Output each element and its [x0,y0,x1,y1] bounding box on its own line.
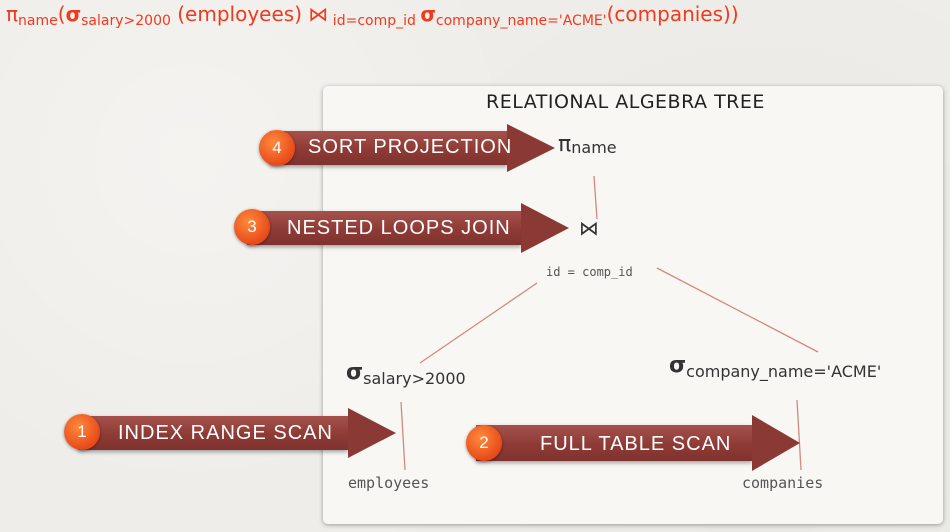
step-label-1: INDEX RANGE SCAN [118,422,333,444]
join-node: ⋈ [579,216,599,240]
formula-join: ⋈ [308,2,329,26]
join-condition: id = comp_id [546,265,633,279]
select-left-symbol: σ [346,360,364,385]
formula-selection-1: salary>2000 [81,13,171,29]
select-left-node: σsalary>2000 [346,360,466,388]
panel-title: RELATIONAL ALGEBRA TREE [486,91,765,113]
formula-sigma-1: σ [65,2,82,26]
projection-node: πname [558,132,617,157]
step-arrow-sort-projection: SORT PROJECTION [270,124,555,172]
select-right-symbol: σ [669,353,687,378]
select-right-predicate: company_name='ACME' [686,362,882,381]
step-badge-3: 3 [234,209,270,245]
leaf-companies: companies [742,474,824,492]
select-left-predicate: salary>2000 [363,369,466,388]
relational-algebra-formula: πname(σsalary>2000 (employees) ⋈ id=comp… [6,2,739,29]
projection-attr: name [571,138,617,157]
formula-relation-2: (companies)) [606,2,739,26]
formula-open: ( [57,2,66,26]
step-badge-1: 1 [64,414,100,450]
formula-join-condition: id=comp_id [328,13,421,29]
select-right-node: σcompany_name='ACME' [669,353,882,381]
projection-symbol: π [558,132,572,157]
edge-join-select-left [419,282,538,364]
step-arrow-nested-loops-join: NESTED LOOPS JOIN [247,203,569,253]
step-label-2: FULL TABLE SCAN [540,433,732,455]
step-badge-2: 2 [466,425,502,461]
edge-select-left-leaf [400,401,406,471]
edge-join-select-right [656,267,819,353]
step-label-4: SORT PROJECTION [308,136,513,158]
formula-proj-attr: name [18,13,58,29]
formula-sigma-2: σ [420,2,436,26]
step-label-3: NESTED LOOPS JOIN [287,217,511,239]
formula-pi: π [6,2,19,26]
edge-projection-join [593,175,598,220]
formula-selection-2: company_name='ACME' [435,13,607,29]
step-arrow-index-range-scan: INDEX RANGE SCAN [78,408,396,458]
leaf-employees: employees [348,474,430,492]
step-badge-4: 4 [259,130,295,166]
step-arrow-full-table-scan: FULL TABLE SCAN [476,415,800,471]
formula-relation-1: (employees) [170,2,309,26]
